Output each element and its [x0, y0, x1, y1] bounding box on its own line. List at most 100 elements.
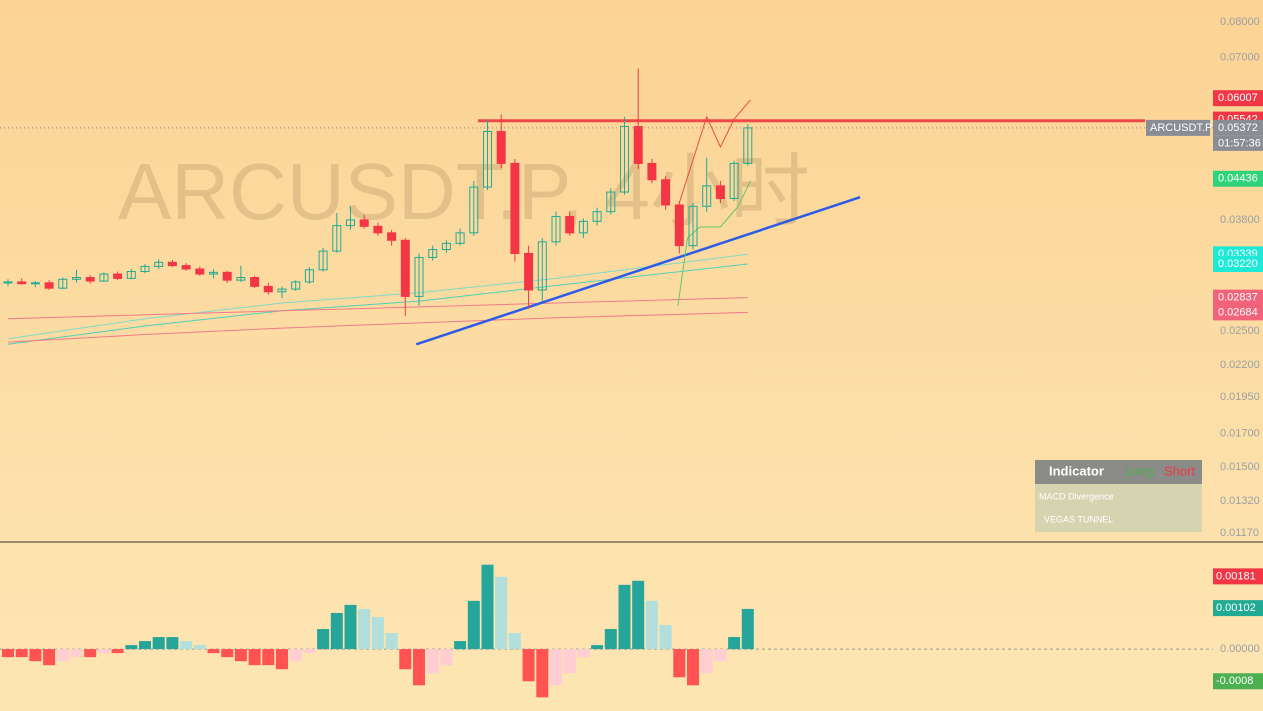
overlay-line	[7, 297, 748, 320]
candle-body	[441, 242, 451, 251]
candle-body	[44, 282, 54, 289]
y-tick-label: 0.01500	[1220, 461, 1260, 473]
macd-bar	[467, 600, 480, 650]
price-badge-label: 0.02837	[1218, 292, 1258, 304]
y-tick-label: 0.01700	[1220, 428, 1260, 440]
macd-bar	[180, 641, 193, 650]
candle-body	[195, 268, 205, 275]
price-badge	[1213, 90, 1263, 107]
candle-body	[620, 126, 629, 193]
candle-body	[332, 225, 342, 252]
macd-bar	[221, 649, 234, 658]
candle-body	[661, 179, 671, 206]
candle-body	[524, 252, 534, 291]
candle-body	[113, 273, 123, 279]
y-tick-label: 0.08000	[1220, 16, 1260, 28]
candle-body	[647, 162, 657, 181]
candle-body	[318, 250, 328, 271]
candle-body	[85, 277, 95, 282]
candle-body	[455, 232, 465, 244]
price-badge-label: 0.06007	[1218, 92, 1258, 104]
macd-bar	[604, 629, 617, 650]
macd-bar	[111, 649, 124, 654]
candle-body	[263, 285, 273, 293]
candle-body	[304, 269, 314, 283]
macd-bar	[741, 608, 754, 650]
macd-badge	[1213, 600, 1263, 617]
candle-body	[373, 225, 383, 234]
candle-body	[565, 215, 575, 234]
legend-long: Long	[1125, 463, 1154, 478]
candle-body	[3, 281, 13, 284]
macd-bar	[687, 649, 699, 686]
macd-bar	[289, 649, 302, 662]
macd-bar	[317, 629, 330, 650]
macd-bar	[358, 608, 371, 650]
macd-bar	[714, 649, 727, 662]
candle-body	[236, 277, 246, 281]
macd-bar	[152, 637, 165, 650]
macd-bar	[577, 649, 590, 658]
macd-bar	[97, 649, 110, 654]
y-tick-label: 0.01950	[1220, 391, 1260, 403]
macd-bar	[673, 649, 686, 678]
macd-bar	[84, 649, 97, 658]
macd-bar	[166, 637, 179, 650]
candle-body	[729, 162, 739, 199]
macd-bar	[659, 624, 672, 650]
macd-bar	[139, 641, 151, 650]
candle-body	[510, 162, 520, 254]
macd-bar	[303, 649, 316, 654]
candle-body	[126, 271, 136, 279]
overlay-line	[677, 180, 751, 306]
macd-bar	[426, 649, 439, 674]
candle-body	[250, 277, 260, 287]
macd-bar	[371, 616, 384, 650]
price-badge	[1213, 289, 1263, 306]
overlay-line	[7, 253, 748, 340]
macd-bar	[536, 649, 549, 698]
candle-body	[209, 271, 218, 275]
macd-bar	[591, 645, 604, 650]
legend-title: Indicator	[1049, 463, 1104, 478]
macd-bar	[262, 649, 275, 666]
candle-body	[592, 211, 602, 222]
candle-body	[633, 126, 643, 164]
candle-body	[743, 127, 753, 164]
macd-bar	[43, 649, 56, 666]
y-tick-label: 0.03800	[1220, 214, 1260, 226]
candle-body	[688, 205, 698, 247]
candle-body	[222, 271, 232, 281]
candle-body	[58, 278, 68, 289]
candle-body	[551, 215, 561, 243]
macd-bar	[563, 649, 576, 674]
macd-bar	[618, 584, 631, 650]
macd-bar	[56, 649, 69, 662]
candle-body	[346, 219, 355, 227]
y-tick-label: 0.01170	[1220, 527, 1259, 539]
overlay-line	[678, 99, 751, 204]
price-badge-label: 0.03220	[1218, 258, 1258, 270]
legend-header	[1035, 460, 1202, 484]
indicator-legend: Indicator Long Short MACD Divergence VEG…	[1035, 460, 1202, 532]
candle-body	[167, 261, 177, 267]
macd-badge-label: 0.00102	[1216, 602, 1256, 614]
watermark: ARCUSDT.P, 4小时	[118, 147, 810, 236]
macd-bar	[15, 649, 28, 658]
macd-bar	[481, 564, 494, 650]
candle-body	[483, 130, 492, 188]
price-badge	[1213, 170, 1263, 187]
candle-body	[537, 241, 547, 291]
candle-body	[154, 261, 164, 267]
candle-body	[578, 220, 588, 234]
price-badge	[1213, 119, 1263, 136]
macd-bar	[413, 649, 425, 686]
macd-bar	[385, 633, 398, 650]
macd-badge-label: 0.00181	[1216, 570, 1256, 582]
macd-bar	[2, 649, 14, 658]
macd-bar	[70, 649, 83, 658]
candle-body	[715, 185, 725, 199]
